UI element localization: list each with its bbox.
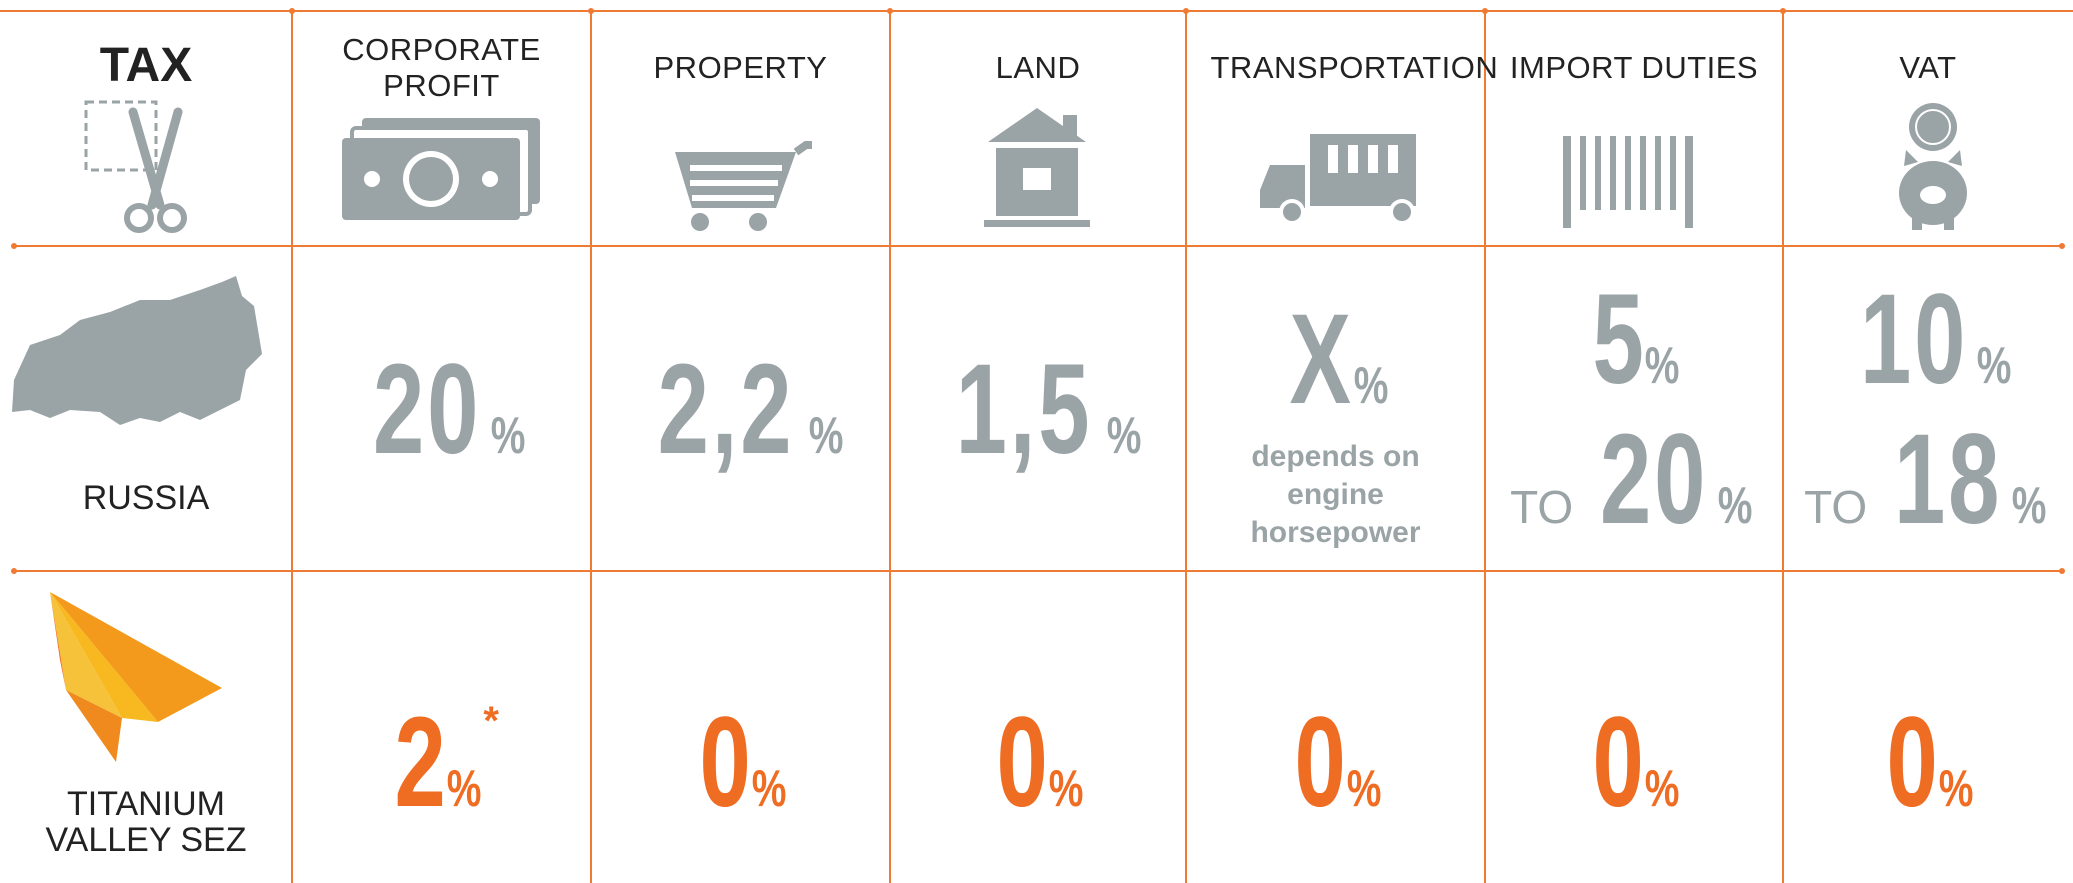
column-header-text: IMPORT DUTIES (1509, 50, 1759, 85)
grid-dots (11, 8, 2065, 574)
barcode-icon (1563, 136, 1693, 228)
value-number: 1,5 (955, 338, 1093, 481)
value-number: 10 (1859, 268, 1969, 411)
value-number: 20 (373, 338, 482, 481)
value-unit: % (1645, 337, 1680, 395)
value-number: 2 (394, 691, 449, 834)
value-unit: % (2011, 477, 2047, 535)
tax-title: TAX (99, 39, 193, 92)
column-header: VAT (1783, 28, 2073, 108)
to-prefix: TO (1804, 481, 1868, 533)
value-unit: % (751, 760, 787, 818)
value: 2,2% (591, 336, 890, 483)
scissors-icon (84, 100, 187, 233)
value: 0% (591, 689, 890, 836)
column-header: PROPERTY (591, 28, 890, 108)
column-header: CORPORATE PROFIT (292, 28, 591, 108)
value-number: 0 (1592, 691, 1647, 834)
value-unit: % (1976, 337, 2012, 395)
value-number: 0 (699, 691, 754, 834)
value-number: 5 (1592, 268, 1647, 411)
row-label: TITANIUM VALLEY SEZ (45, 785, 247, 859)
value-number: 18 (1894, 408, 2003, 551)
value-unit: % (809, 407, 844, 465)
column-header: TRANSPORTATION (1186, 28, 1499, 108)
column-header-text: VAT (1899, 50, 1957, 85)
value: 2% * (292, 689, 591, 836)
value-unit: % (1353, 357, 1389, 415)
value-number: 0 (1886, 691, 1941, 834)
column-header: LAND (890, 28, 1186, 108)
column-header-text: LAND (995, 50, 1081, 85)
house-icon (984, 108, 1090, 227)
value: TO 20% (1485, 406, 1783, 553)
row-label: RUSSIA (82, 479, 210, 517)
money-icon (342, 118, 540, 220)
value: 0% (890, 689, 1186, 836)
value: TO 18% (1783, 406, 2073, 553)
value-unit: % (446, 760, 482, 818)
value-number: 20 (1600, 408, 1709, 551)
cart-icon (675, 141, 812, 231)
value-unit: % (1717, 477, 1753, 535)
column-header-text: TRANSPORTATION (1210, 50, 1499, 85)
value-number: 2,2 (657, 338, 795, 481)
value: 0% (1485, 689, 1783, 836)
value: X% (1186, 286, 1485, 433)
piggy-icon (1899, 103, 1967, 230)
value: 0% (1186, 689, 1485, 836)
value: 0% (1783, 689, 2073, 836)
value-unit: % (1049, 760, 1084, 818)
value-unit: % (490, 407, 526, 465)
footnote-mark: * (483, 699, 499, 743)
plane-icon (50, 592, 222, 762)
value-number: 0 (996, 691, 1051, 834)
value: 10% (1783, 266, 2073, 413)
column-header: IMPORT DUTIES (1485, 28, 1783, 108)
value-note: depends on engine horsepower (1250, 440, 1421, 549)
value-unit: % (1645, 760, 1680, 818)
column-header-text: CORPORATE PROFIT (342, 32, 541, 103)
truck-icon (1260, 134, 1416, 225)
value: 5% (1485, 266, 1783, 413)
value: 20% (292, 336, 591, 483)
value: 1,5% (890, 336, 1186, 483)
grid (0, 10, 2073, 883)
value-number: 0 (1294, 691, 1349, 834)
russia-map (12, 276, 262, 425)
to-prefix: TO (1510, 481, 1574, 533)
value-unit: % (1939, 760, 1974, 818)
value-number: X (1289, 288, 1354, 431)
value-unit: % (1346, 760, 1382, 818)
column-header-text: PROPERTY (653, 50, 828, 85)
value-unit: % (1106, 407, 1142, 465)
